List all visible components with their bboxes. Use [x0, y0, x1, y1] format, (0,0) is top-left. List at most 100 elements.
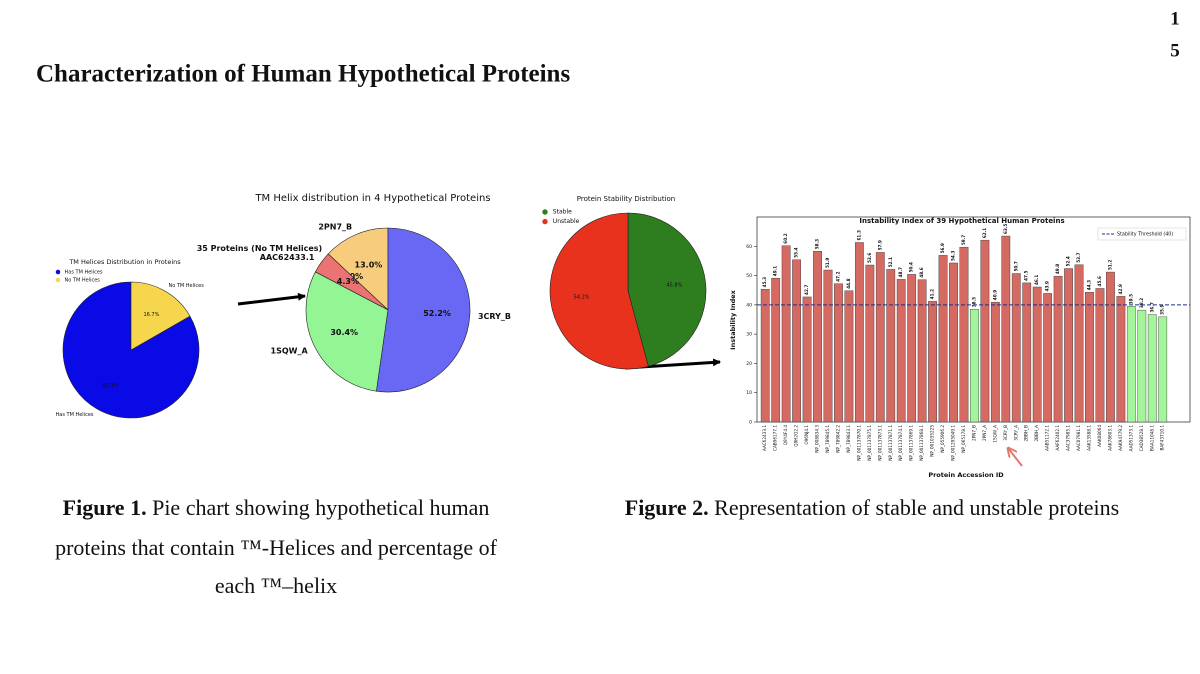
x-tick-label: 3CRY_B	[1003, 425, 1008, 441]
bar	[792, 259, 801, 423]
slice-percent: 45.8%	[666, 282, 682, 288]
x-tick-label: 1SQW_A	[992, 425, 997, 443]
x-tick-label: AAK78603.1	[1107, 425, 1112, 451]
bar-value-label: 44.3	[1086, 280, 1091, 290]
legend-box	[1097, 227, 1187, 241]
bar-value-label: 59.7	[961, 235, 966, 245]
x-tick-label: AAK94779.2	[1118, 425, 1123, 451]
bar-value-label: 47.2	[835, 271, 840, 281]
caption-label: Figure 1.	[63, 495, 147, 520]
bar-value-label: 53.6	[867, 253, 872, 263]
slice-percent: 4.3%	[337, 277, 359, 286]
bar-value-label: 50.4	[909, 262, 914, 272]
bar	[802, 296, 812, 423]
x-tick-label: NP_001295049.1	[951, 425, 956, 461]
chart-title: TM Helix distribution in 4 Hypothetical …	[254, 193, 490, 204]
slice-label: 3CRY_B	[478, 312, 511, 321]
bar	[928, 301, 937, 423]
bar	[875, 252, 885, 423]
bar	[949, 262, 958, 423]
bar	[844, 290, 854, 423]
bar	[938, 255, 948, 423]
x-tick-label: 3CRY_A	[1013, 425, 1018, 441]
bar-value-label: 62.1	[982, 228, 987, 238]
y-tick-label: 50	[746, 273, 752, 279]
bar	[1053, 275, 1063, 423]
x-tick-label: AAD51373.1	[1128, 425, 1133, 452]
legend-marker	[55, 277, 61, 283]
chart-title: TM Helices Distribution in Proteins	[68, 258, 181, 266]
bar-value-label: 38.2	[1139, 298, 1144, 308]
bar	[865, 264, 875, 423]
slice-label: No TM Helices	[168, 283, 204, 289]
bar-value-label: 47.5	[1024, 270, 1029, 280]
x-tick-label: AAC07981.1	[1076, 425, 1081, 451]
bar	[1126, 306, 1136, 423]
bar-value-label: 42.9	[1118, 284, 1123, 294]
bar	[917, 279, 927, 423]
bar	[1147, 314, 1157, 423]
bar-value-label: 61.3	[856, 230, 861, 240]
x-tick-label: NP_001035225	[930, 425, 935, 457]
bar-value-label: 48.6	[919, 267, 924, 277]
x-tick-label: NP_001137875.1	[867, 425, 872, 461]
pie-slice	[327, 227, 389, 311]
pie-slice	[549, 212, 649, 370]
bar	[1064, 268, 1073, 423]
bar	[813, 251, 822, 423]
bar	[823, 269, 833, 423]
caption-line: proteins that contain ™-Helices and perc…	[55, 535, 498, 560]
y-axis-label: Instability Index	[729, 289, 737, 349]
bar-value-label: 63.5	[1003, 224, 1008, 234]
bar-value-label: 45.6	[1097, 276, 1102, 286]
bar	[1074, 264, 1084, 423]
x-tick-label: NP_065178.1	[961, 425, 966, 453]
legend-marker	[542, 218, 548, 225]
bar-value-label: 49.8	[1055, 264, 1060, 274]
x-tick-label: Q9H2G2.2	[794, 425, 799, 447]
bar-value-label: 36.7	[1149, 302, 1154, 312]
legend-label: Stable	[553, 209, 572, 216]
slice-percent: 52.2%	[423, 309, 451, 318]
bar	[1043, 293, 1053, 423]
x-tick-label: 2PN7_B	[971, 425, 976, 441]
caption-line: Figure 1. Pie chart showing hypothetical…	[63, 495, 490, 520]
bar-value-label: 49.1	[773, 266, 778, 276]
bar-value-label: 42.7	[804, 285, 809, 295]
bar	[896, 279, 906, 423]
bar	[760, 289, 770, 423]
bar-value-label: 44.8	[846, 278, 851, 288]
pie-slice	[130, 281, 191, 351]
x-tick-label: NP_001137869.1	[909, 425, 914, 461]
y-tick-label: 0	[749, 420, 752, 426]
caption-text: Representation of stable and unstable pr…	[714, 495, 1119, 520]
bar-value-label: 38.5	[971, 297, 976, 307]
bar-value-label: 43.9	[1045, 281, 1050, 291]
page-number: 5	[1170, 40, 1180, 61]
bar	[1011, 273, 1021, 423]
x-tick-label: AAC37985.1	[1066, 425, 1071, 451]
slice-label: 1SQW_A	[271, 347, 309, 356]
x-tick-label: 2BBH_A	[1034, 425, 1039, 442]
x-tick-label: NP_055906.2	[940, 425, 945, 453]
bar-value-label: 48.7	[898, 267, 903, 277]
page-number: 1	[1170, 8, 1180, 29]
bar	[781, 245, 791, 423]
pie-slice	[376, 227, 471, 393]
bar-value-label: 35.9	[1160, 304, 1165, 314]
legend-label: Unstable	[553, 218, 580, 225]
arrow	[237, 292, 306, 306]
legend-label: No TM Helices	[65, 278, 101, 284]
x-tick-label: AAB51172.1	[1045, 425, 1050, 451]
slice-percent: 13.0%	[355, 260, 383, 269]
bar	[854, 242, 864, 423]
caption-text: Pie chart showing hypothetical human	[152, 495, 489, 520]
legend-label: Stability Threshold (40)	[1117, 232, 1173, 238]
slice-percent: 30.4%	[330, 328, 358, 337]
caption-line: each ™–helix	[215, 573, 337, 598]
bar	[834, 283, 843, 423]
bar-value-label: 60.2	[783, 233, 788, 243]
slice-label: AAC62433.1	[260, 253, 315, 262]
bar-value-label: 56.9	[940, 243, 945, 253]
